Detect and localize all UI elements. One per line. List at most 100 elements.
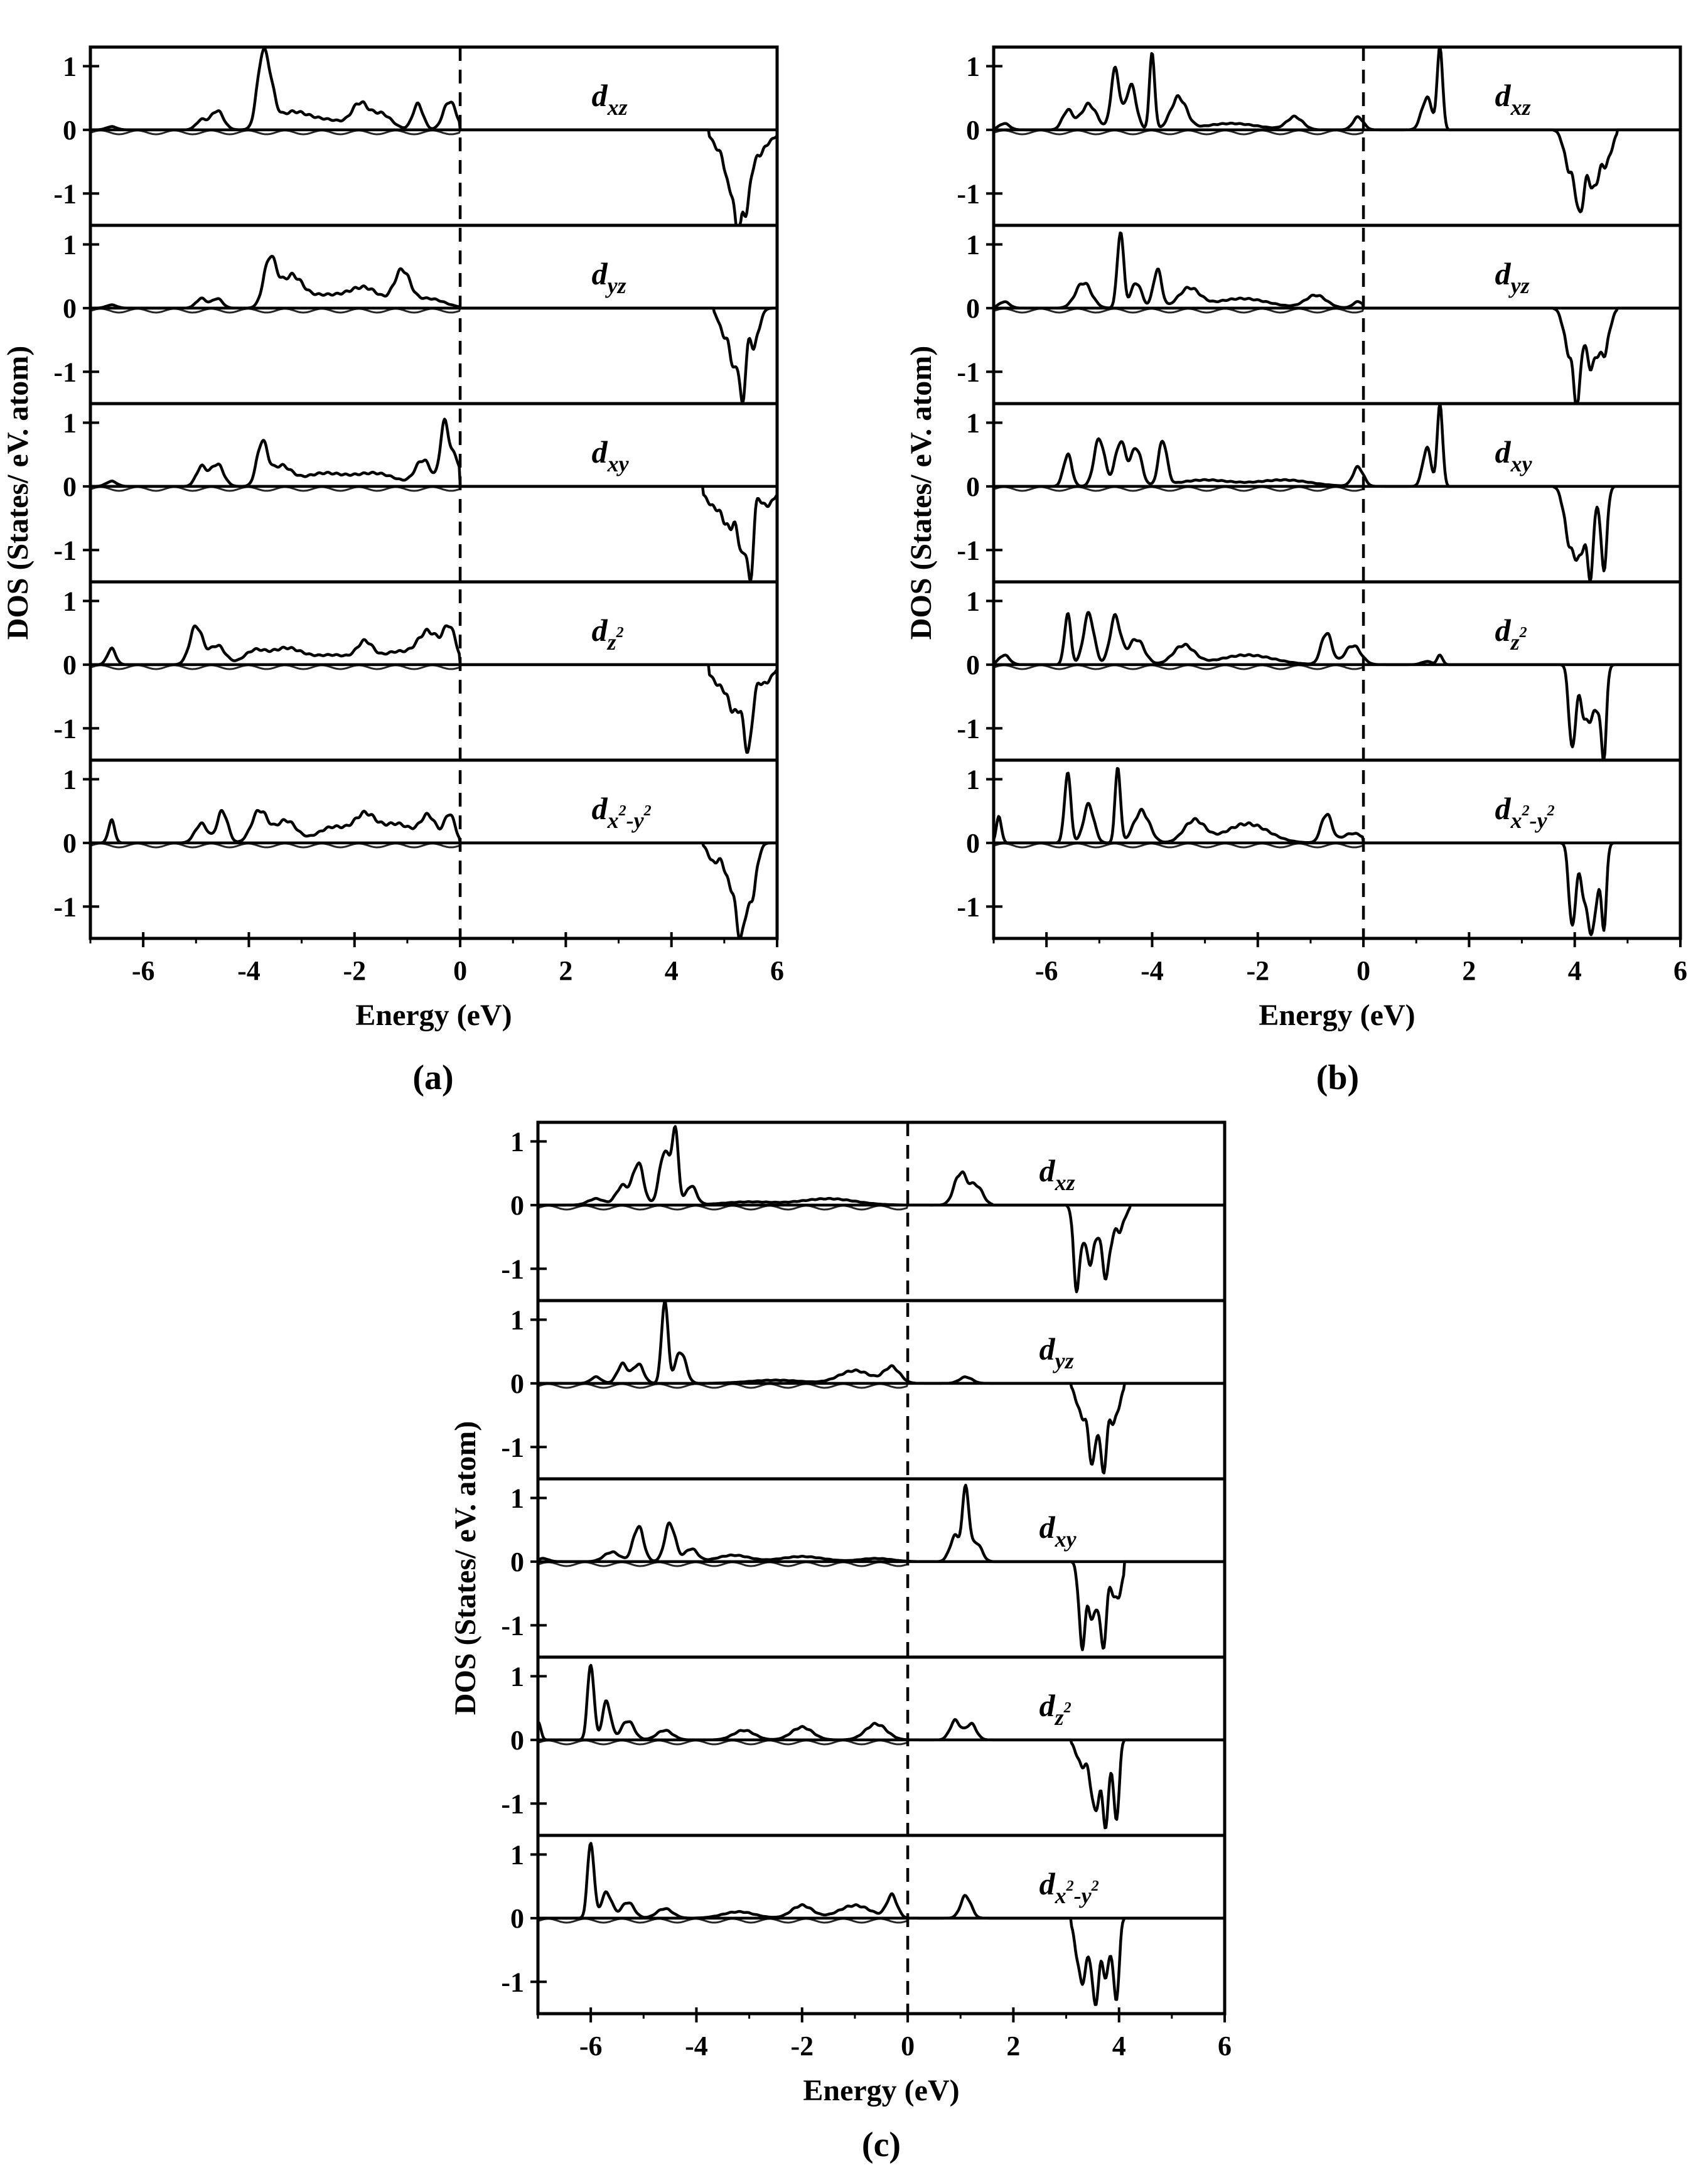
dos-down-curve [993, 663, 1681, 762]
dos-down-curve [90, 128, 778, 227]
dos-up-curve [90, 808, 778, 845]
dos-up-curve [90, 254, 778, 310]
x-tick-label: -6 [132, 955, 155, 986]
subplot-frame [992, 580, 1682, 762]
y-tick-label: -1 [957, 891, 980, 922]
subplot-d_xz: 1 0 -1 dxz [501, 1120, 1227, 1302]
subplot-frame [992, 45, 1682, 227]
orbital-label: dz2 [1039, 1688, 1072, 1730]
y-tick-label: 1 [966, 586, 980, 616]
y-tick-label: 0 [63, 828, 77, 859]
panel-caption: (c) [862, 2125, 901, 2164]
y-tick-label: 0 [63, 650, 77, 680]
subplot-d_xz: 1 0 -1 dxz [957, 45, 1682, 227]
subplot-frame [992, 758, 1682, 940]
x-axis-title: Energy (eV) [355, 999, 512, 1032]
y-tick-label: -1 [53, 891, 77, 922]
dos-up-curve [90, 624, 778, 667]
y-axis-title: DOS (States/ eV. atom) [1, 346, 35, 640]
y-tick-label: -1 [501, 1254, 524, 1284]
y-tick-label: -1 [957, 178, 980, 209]
y-tick-label: -1 [53, 535, 77, 566]
x-tick-label: -6 [579, 2031, 603, 2061]
y-tick-label: 0 [510, 1190, 524, 1221]
dos-down-curve [537, 1560, 1225, 1651]
x-tick-label: 0 [453, 955, 467, 986]
subplot-d_yz: 1 0 -1 dyz [501, 1299, 1227, 1481]
y-tick-label: 1 [510, 1483, 524, 1513]
orbital-label: dxz [592, 78, 628, 120]
subplot-d_yz: 1 0 -1 dyz [53, 223, 779, 405]
dos-up-curve [90, 417, 778, 488]
x-axis-title: Energy (eV) [1259, 999, 1415, 1032]
subplot-frame [89, 45, 779, 227]
y-tick-label: -1 [957, 357, 980, 387]
y-tick-label: 1 [63, 51, 77, 82]
orbital-label: dz2 [592, 613, 624, 655]
dos-up-curve [537, 1300, 1225, 1385]
panel-c: 1 0 -1 dxz 1 0 -1 dyz 1 0 -1 dxy 1 0 -1 dz2 1 0 -1 dx2-y2 -6… [449, 1120, 1232, 2164]
orbital-label: dxy [1495, 434, 1533, 476]
orbital-label: dxy [592, 434, 630, 476]
y-tick-label: 1 [63, 764, 77, 795]
orbital-label: dxy [1039, 1510, 1077, 1552]
orbital-label: dyz [1495, 256, 1530, 298]
dos-down-curve [993, 841, 1681, 937]
panel-caption: (b) [1316, 1058, 1359, 1097]
y-tick-label: 1 [63, 229, 77, 260]
x-tick-label: 4 [1112, 2031, 1126, 2061]
subplot-d_x2-y2: 1 0 -1 dx2-y2 [53, 758, 779, 940]
x-tick-label: 2 [559, 955, 572, 986]
y-tick-label: 0 [510, 1368, 524, 1399]
y-tick-label: -1 [957, 535, 980, 566]
dos-up-curve [993, 45, 1681, 132]
dos-down-curve [90, 663, 778, 754]
y-tick-label: 0 [510, 1725, 524, 1756]
x-tick-label: 6 [1218, 2031, 1232, 2061]
y-tick-label: 1 [510, 1304, 524, 1335]
y-tick-label: 1 [966, 407, 980, 438]
dos-down-curve [90, 841, 778, 940]
y-tick-label: -1 [501, 1788, 524, 1819]
y-tick-label: -1 [501, 1432, 524, 1463]
x-tick-label: -4 [1141, 955, 1164, 986]
x-tick-label: -2 [343, 955, 366, 986]
dos-up-curve [992, 766, 1681, 845]
y-tick-label: -1 [53, 713, 77, 744]
dos-up-curve [537, 1663, 1225, 1742]
y-tick-label: 0 [966, 828, 980, 859]
x-tick-label: -2 [1246, 955, 1269, 986]
y-tick-label: 1 [63, 407, 77, 438]
x-tick-label: 4 [1568, 955, 1582, 986]
subplot-frame [992, 223, 1682, 405]
y-tick-label: 0 [510, 1903, 524, 1934]
subplot-d_xy: 1 0 -1 dxy [53, 402, 779, 584]
x-tick-label: 4 [665, 955, 679, 986]
subplot-d_x2-y2: 1 0 -1 dx2-y2 [501, 1834, 1227, 2016]
dos-down-curve [537, 1916, 1225, 2006]
x-tick-label: 2 [1462, 955, 1476, 986]
y-tick-label: 1 [966, 51, 980, 82]
orbital-label: dx2-y2 [1039, 1866, 1099, 1908]
y-tick-label: 0 [63, 115, 77, 146]
y-tick-label: -1 [957, 713, 980, 744]
orbital-label: dz2 [1495, 613, 1527, 655]
dos-up-curve [992, 611, 1681, 667]
subplot-d_xz: 1 0 -1 dxz [53, 45, 779, 227]
x-tick-label: -2 [790, 2031, 814, 2061]
x-axis-title: Energy (eV) [803, 2074, 959, 2107]
y-axis-title: DOS (States/ eV. atom) [905, 346, 938, 640]
subplot-frame [536, 1299, 1227, 1481]
x-tick-label: -6 [1035, 955, 1058, 986]
dos-down-curve [993, 128, 1681, 213]
dos-down-curve [537, 1738, 1225, 1830]
subplot-frame [89, 758, 779, 940]
y-tick-label: 0 [966, 115, 980, 146]
x-tick-label: 6 [1673, 955, 1687, 986]
subplot-frame [536, 1477, 1227, 1659]
y-tick-label: 0 [966, 471, 980, 502]
dos-up-curve [993, 402, 1681, 488]
y-tick-label: 1 [510, 1839, 524, 1870]
subplot-d_z2: 1 0 -1 dz2 [53, 580, 779, 762]
